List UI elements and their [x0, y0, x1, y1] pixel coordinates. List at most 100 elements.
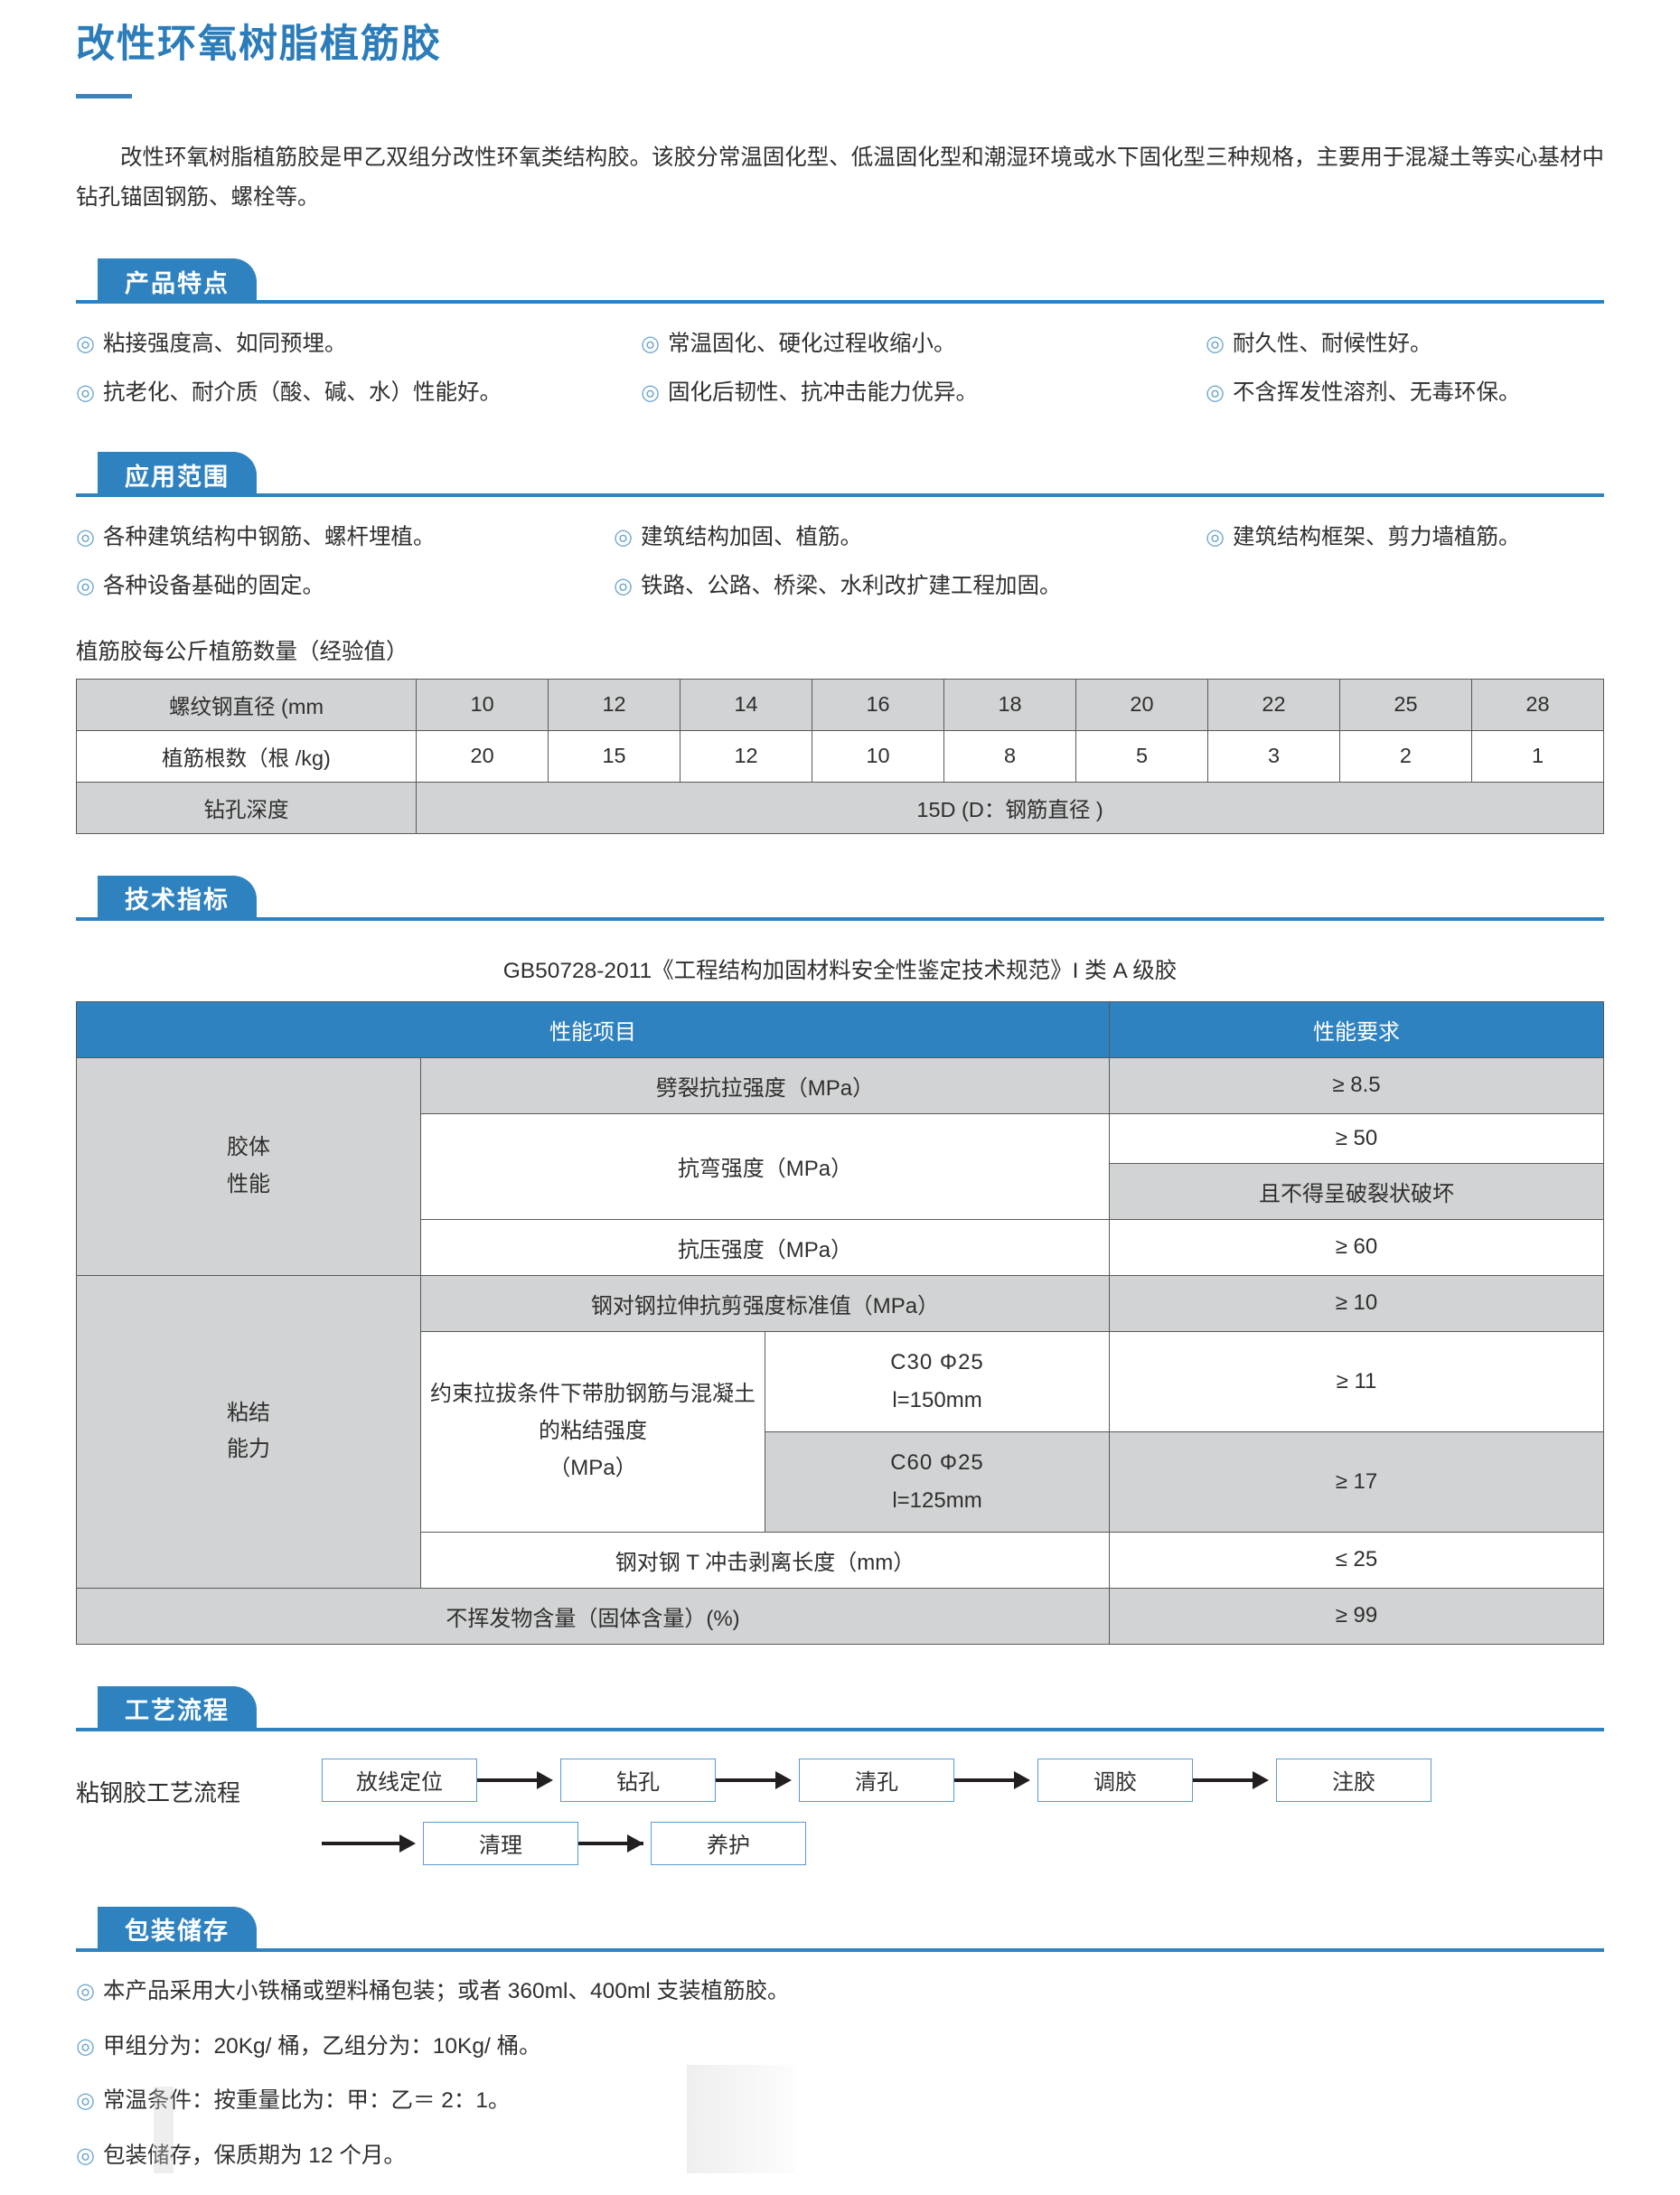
application-item: ◎ 铁路、公路、桥梁、水利改扩建工程加固。 — [614, 569, 1206, 604]
section-divider — [76, 916, 1604, 921]
section-header-features: 产品特点 — [76, 258, 1604, 305]
header-performance-requirement: 性能要求 — [1109, 1000, 1604, 1058]
spec-item: 约束拉拔条件下带肋钢筋与混凝土的粘结强度 （MPa） — [420, 1330, 765, 1533]
diameter-cell: 12 — [548, 678, 681, 731]
diameter-cell: 10 — [416, 678, 549, 731]
flow-arrow-icon — [578, 1834, 651, 1853]
diameter-cell: 28 — [1470, 678, 1605, 731]
spec-condition: C30 Φ25 l=150mm — [765, 1330, 1110, 1432]
category-line-2: 能力 — [227, 1437, 270, 1462]
diameter-cell: 22 — [1206, 678, 1340, 731]
flow-step-box: 清孔 — [799, 1758, 954, 1802]
feature-text: 粘接强度高、如同预埋。 — [102, 332, 347, 357]
page-title: 改性环氧树脂植筋胶 — [76, 23, 442, 66]
bullet-circle-icon: ◎ — [76, 2033, 95, 2059]
spec-item: 抗压强度（MPa） — [420, 1218, 1110, 1276]
row-label: 钻孔深度 — [75, 781, 418, 834]
rebar-quantity-table: 螺纹钢直径 (mm 10 12 14 16 18 20 22 25 28 植筋根… — [75, 678, 1605, 834]
section-tab-label: 包装储存 — [98, 1906, 257, 1952]
count-cell: 10 — [812, 729, 945, 783]
flow-row-2: 清理 养护 — [322, 1821, 1604, 1865]
table-row: 不挥发物含量（固体含量）(%) ≥ 99 — [76, 1587, 1604, 1645]
section-features: 产品特点 ◎ 粘接强度高、如同预埋。 ◎ 常温固化、硬化过程收缩小。 ◎ 耐久性… — [76, 258, 1604, 410]
bullet-circle-icon: ◎ — [76, 2143, 95, 2169]
spec-item-line-1: 约束拉拔条件下带肋钢筋与混凝土的粘结强度 — [430, 1382, 756, 1444]
application-text: 各种设备基础的固定。 — [102, 574, 324, 599]
application-item: ◎ 建筑结构框架、剪力墙植筋。 — [1206, 521, 1520, 555]
packaging-list: ◎ 本产品采用大小铁桶或塑料桶包装；或者 360ml、400ml 支装植筋胶。 … — [76, 1975, 1604, 2173]
bullet-circle-icon: ◎ — [641, 332, 660, 357]
diameter-cell: 14 — [680, 678, 813, 731]
condition-line-2: l=150mm — [892, 1387, 982, 1412]
spec-item: 钢对钢拉伸抗剪强度标准值（MPa） — [420, 1274, 1110, 1332]
flow-step-box: 清理 — [423, 1821, 578, 1865]
category-line-2: 性能 — [227, 1171, 270, 1196]
flow-arrow-icon — [1193, 1770, 1276, 1789]
spec-item: 抗弯强度（MPa） — [420, 1112, 1110, 1220]
section-divider — [76, 300, 1604, 305]
standard-reference: GB50728-2011《工程结构加固材料安全性鉴定技术规范》I 类 A 级胶 — [502, 958, 1178, 983]
bullet-circle-icon: ◎ — [76, 332, 95, 357]
diameter-cell: 18 — [943, 678, 1076, 731]
table-row: 约束拉拔条件下带肋钢筋与混凝土的粘结强度 （MPa） C30 Φ25 l=150… — [77, 1330, 1604, 1533]
count-cell: 2 — [1338, 729, 1472, 783]
feature-text: 不含挥发性溶剂、无毒环保。 — [1232, 380, 1521, 406]
packaging-item: ◎ 常温条件：按重量比为：甲：乙＝ 2：1。 — [76, 2085, 1604, 2118]
count-cell: 1 — [1470, 729, 1605, 783]
flow-step-box: 注胶 — [1276, 1758, 1431, 1802]
features-row: ◎ 粘接强度高、如同预埋。 ◎ 常温固化、硬化过程收缩小。 ◎ 耐久性、耐候性好… — [76, 327, 1604, 361]
category-line-1: 胶体 — [227, 1135, 270, 1160]
application-bullet-list: ◎ 各种建筑结构中钢筋、螺杆埋植。 ◎ 建筑结构加固、植筋。 ◎ 建筑结构框架、… — [76, 521, 1604, 604]
section-divider — [76, 1727, 1604, 1731]
packaging-item: ◎ 本产品采用大小铁桶或塑料桶包装；或者 360ml、400ml 支装植筋胶。 — [76, 1975, 1604, 2009]
bullet-circle-icon: ◎ — [1206, 380, 1225, 406]
feature-item: ◎ 常温固化、硬化过程收缩小。 — [641, 327, 1206, 361]
packaging-item: ◎ 甲组分为：20Kg/ 桶，乙组分为：10Kg/ 桶。 — [76, 2031, 1604, 2064]
count-cell: 20 — [416, 729, 549, 783]
flow-step-box: 放线定位 — [322, 1758, 477, 1802]
category-label-bonding-capacity: 粘结 能力 — [76, 1274, 421, 1589]
table-row: 螺纹钢直径 (mm 10 12 14 16 18 20 22 25 28 — [75, 678, 1605, 731]
count-cell: 12 — [680, 729, 813, 783]
row-label: 螺纹钢直径 (mm — [75, 678, 418, 731]
row-label: 植筋根数（根 /kg) — [75, 729, 418, 783]
count-cell: 8 — [943, 729, 1076, 783]
condition-line-2: l=125mm — [892, 1487, 982, 1513]
spec-requirement: ≥ 99 — [1109, 1587, 1604, 1645]
diameter-cell: 20 — [1075, 678, 1208, 731]
application-text: 建筑结构框架、剪力墙植筋。 — [1232, 525, 1521, 550]
table-row: 胶体 性能 劈裂抗拉强度（MPa） ≥ 8.5 — [76, 1056, 1604, 1276]
condition-line-1: C60 Φ25 — [890, 1449, 984, 1475]
diameter-cell: 16 — [812, 678, 945, 731]
section-application: 应用范围 ◎ 各种建筑结构中钢筋、螺杆埋植。 ◎ 建筑结构加固、植筋。 ◎ 建筑… — [75, 452, 1605, 834]
feature-item: ◎ 固化后韧性、抗冲击能力优异。 — [641, 376, 1206, 410]
count-cell: 5 — [1075, 729, 1208, 783]
section-tab-label: 工艺流程 — [98, 1685, 257, 1731]
application-item: ◎ 各种设备基础的固定。 — [76, 569, 614, 604]
spec-requirement: ≤ 25 — [1109, 1531, 1604, 1589]
application-text: 各种建筑结构中钢筋、螺杆埋植。 — [102, 525, 436, 550]
header-performance-item: 性能项目 — [76, 1000, 1110, 1058]
spec-condition: C60 Φ25 l=125mm — [765, 1431, 1110, 1533]
section-process: 工艺流程 粘钢胶工艺流程 放线定位 钻孔 清孔 调胶 注胶 清理 养护 — [76, 1685, 1604, 1865]
section-tab-label: 技术指标 — [98, 875, 257, 921]
packaging-text: 本产品采用大小铁桶或塑料桶包装；或者 360ml、400ml 支装植筋胶。 — [102, 1978, 790, 2003]
drill-depth-cell: 15D (D：钢筋直径 ) — [416, 781, 1604, 834]
bullet-circle-icon: ◎ — [76, 380, 95, 406]
bullet-circle-icon: ◎ — [76, 574, 95, 599]
spec-requirement: ≥ 8.5 — [1109, 1056, 1604, 1114]
section-header-process: 工艺流程 — [76, 1685, 1604, 1731]
category-label-adhesive-body: 胶体 性能 — [76, 1056, 421, 1276]
flow-step-box: 钻孔 — [560, 1758, 716, 1802]
bullet-circle-icon: ◎ — [76, 1978, 95, 2003]
flow-diagram-title: 粘钢胶工艺流程 — [76, 1778, 241, 1806]
spec-item-line-2: （MPa） — [549, 1455, 637, 1480]
spec-requirement: ≥ 17 — [1109, 1431, 1604, 1533]
application-text: 铁路、公路、桥梁、水利改扩建工程加固。 — [640, 574, 1062, 599]
flow-step-box: 调胶 — [1037, 1758, 1193, 1802]
table-row: 粘结 能力 钢对钢拉伸抗剪强度标准值（MPa） ≥ 10 — [76, 1274, 1604, 1589]
section-tab-label: 产品特点 — [98, 258, 257, 305]
table-row: C60 Φ25 l=125mm ≥ 17 — [77, 1431, 1604, 1533]
application-item: ◎ 各种建筑结构中钢筋、螺杆埋植。 — [76, 521, 614, 555]
table-row: 钻孔深度 15D (D：钢筋直径 ) — [75, 781, 1604, 834]
